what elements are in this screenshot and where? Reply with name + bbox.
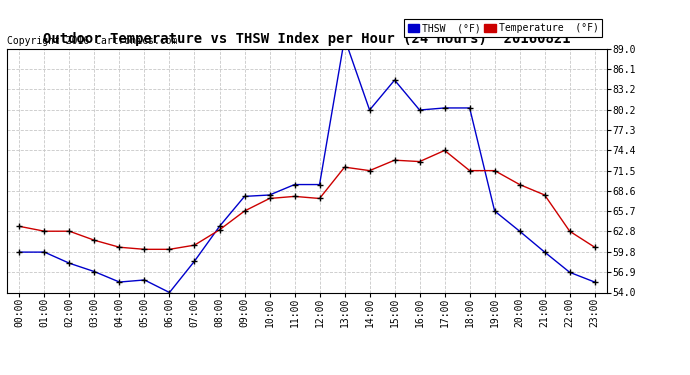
Title: Outdoor Temperature vs THSW Index per Hour (24 Hours)  20160821: Outdoor Temperature vs THSW Index per Ho…: [43, 32, 571, 46]
Text: Copyright 2016 Cartronics.com: Copyright 2016 Cartronics.com: [7, 36, 177, 46]
Legend: THSW  (°F), Temperature  (°F): THSW (°F), Temperature (°F): [404, 20, 602, 37]
